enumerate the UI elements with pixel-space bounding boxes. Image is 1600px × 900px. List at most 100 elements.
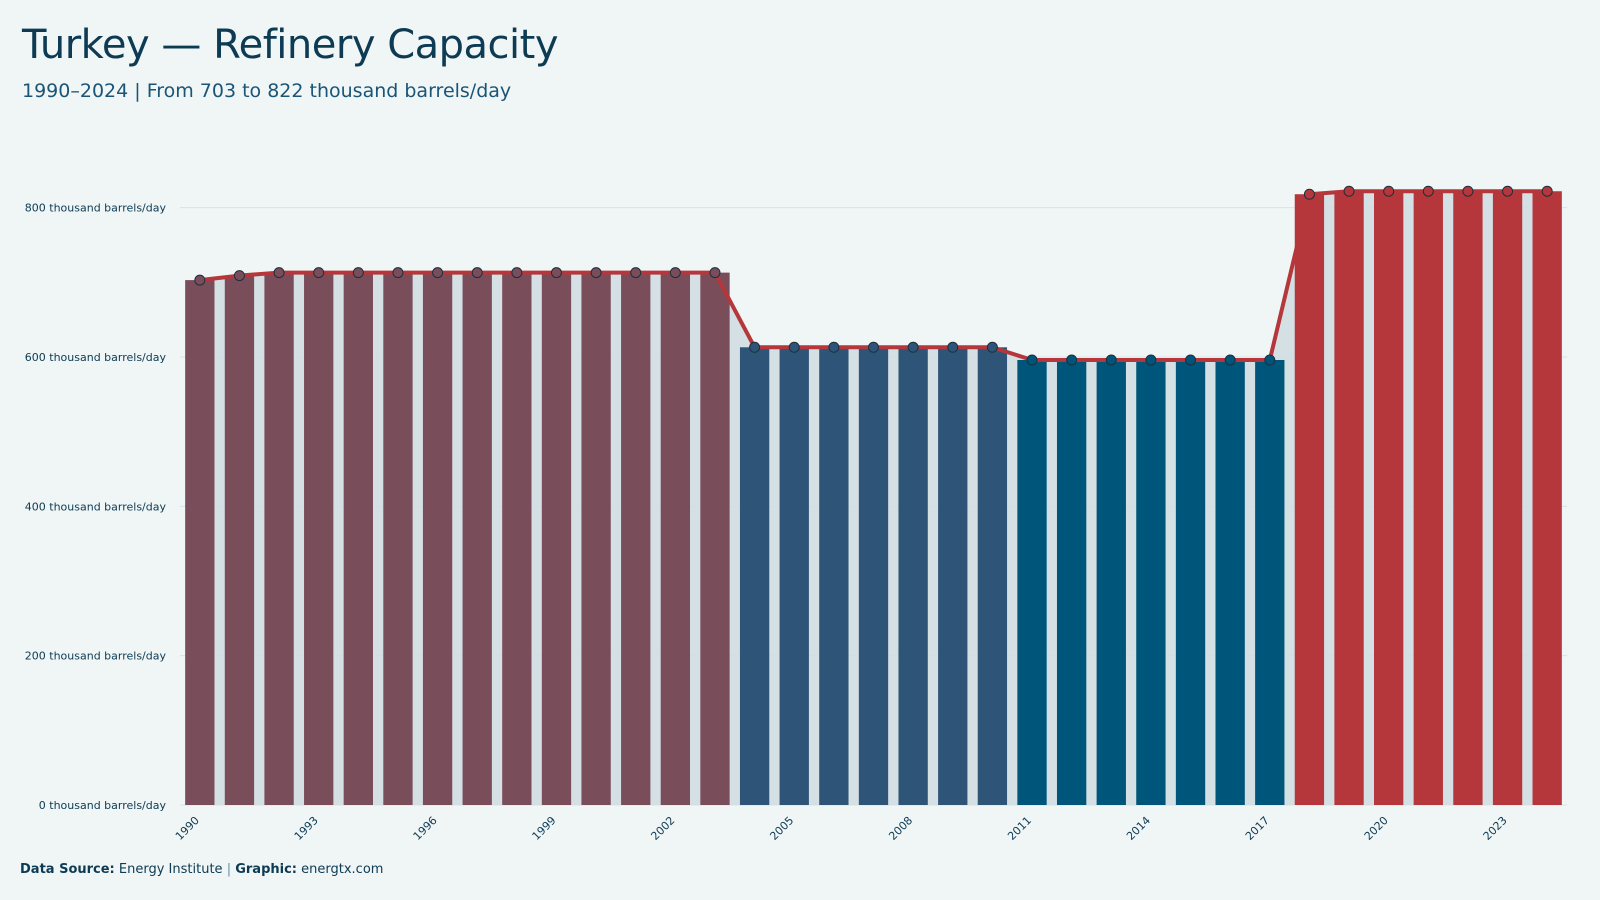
x-tick-label: 2005 [767, 814, 796, 843]
y-tick-label: 800 thousand barrels/day [25, 202, 167, 215]
bar [383, 272, 413, 805]
chart-subtitle: 1990–2024 | From 703 to 822 thousand bar… [22, 80, 512, 102]
bar [977, 347, 1008, 805]
footer-separator: | [226, 862, 232, 877]
data-point [273, 267, 285, 279]
data-point [669, 267, 681, 279]
data-point [194, 274, 206, 286]
data-point [511, 267, 523, 279]
data-point [749, 341, 761, 353]
y-tick-label: 0 thousand barrels/day [39, 799, 167, 812]
bar [422, 272, 453, 805]
source-label: Data Source: [20, 862, 115, 877]
x-tick-label: 2011 [1005, 814, 1034, 843]
y-tick-label: 600 thousand barrels/day [25, 351, 167, 364]
bar [1492, 191, 1523, 806]
data-point [233, 270, 245, 282]
data-point [1462, 185, 1474, 197]
data-point [590, 267, 602, 279]
x-tick-label: 2008 [886, 814, 915, 843]
bar [779, 347, 809, 805]
bar [898, 347, 928, 805]
data-point [1145, 354, 1157, 366]
data-point [1066, 354, 1078, 366]
bar [739, 347, 770, 805]
bar [1374, 191, 1404, 806]
data-point [1343, 185, 1355, 197]
bar [1136, 359, 1166, 805]
bar [1215, 359, 1245, 805]
bar [1294, 194, 1325, 805]
data-point [432, 267, 444, 279]
data-point [1105, 354, 1117, 366]
y-tick-label: 400 thousand barrels/day [25, 500, 167, 513]
bar [462, 272, 492, 805]
data-point [828, 341, 840, 353]
data-point [313, 267, 325, 279]
y-tick-label: 200 thousand barrels/day [25, 650, 167, 663]
bar [1017, 359, 1047, 805]
x-tick-label: 2023 [1481, 814, 1510, 843]
bar [541, 272, 572, 805]
data-point [630, 267, 642, 279]
source-value: Energy Institute [118, 862, 223, 877]
x-tick-label: 1999 [530, 814, 559, 843]
x-tick-label: 2002 [648, 814, 677, 843]
data-point [788, 341, 800, 353]
bar [700, 272, 730, 805]
bar [264, 272, 294, 805]
bar [1175, 359, 1206, 805]
data-point [471, 267, 483, 279]
x-tick-label: 2014 [1124, 814, 1153, 843]
data-point [709, 267, 721, 279]
data-point [392, 267, 404, 279]
data-point [1264, 354, 1276, 366]
x-tick-label: 2020 [1362, 814, 1391, 843]
x-axis-ticks: 1990 1993 1996 1999 2002 2005 2008 2011 2014 2017… [173, 814, 1510, 843]
bar [660, 272, 691, 805]
footer: Data Source: Energy Institute | Graphic:… [20, 862, 383, 877]
bar [224, 275, 255, 805]
bar [1413, 191, 1443, 806]
data-point [907, 341, 919, 353]
bar [1096, 359, 1126, 805]
x-tick-label: 1990 [173, 814, 202, 843]
bar [581, 272, 611, 805]
bar [185, 280, 215, 805]
data-point [1224, 354, 1236, 366]
bar [938, 347, 968, 805]
data-point [352, 267, 364, 279]
bar [343, 272, 373, 805]
bar [1056, 359, 1087, 805]
bar [1532, 191, 1562, 806]
bar [858, 347, 889, 805]
data-point [1026, 354, 1038, 366]
data-point [868, 341, 879, 353]
data-point [1185, 354, 1197, 366]
y-axis-ticks: 0 thousand barrels/day 200 thousand barre… [25, 202, 167, 812]
bars [185, 191, 1562, 806]
bar [1453, 191, 1483, 806]
data-point [1303, 188, 1315, 200]
bar [819, 347, 849, 805]
graphic-value: energtx.com [301, 862, 384, 877]
bar [1255, 359, 1285, 805]
data-point [1502, 185, 1514, 197]
bar [304, 272, 334, 805]
x-tick-label: 1993 [292, 814, 321, 843]
data-point [1541, 185, 1553, 197]
x-tick-label: 2017 [1243, 814, 1272, 843]
bar [621, 272, 651, 805]
data-point [550, 267, 562, 279]
data-points [194, 185, 1553, 366]
x-tick-label: 1996 [411, 814, 440, 843]
data-point [1422, 185, 1434, 197]
bar [1334, 191, 1364, 806]
bar [502, 272, 532, 805]
data-point [947, 341, 959, 353]
graphic-label: Graphic: [235, 862, 297, 877]
data-point [1383, 185, 1395, 197]
chart-title: Turkey — Refinery Capacity [22, 22, 559, 68]
data-point [986, 341, 998, 353]
